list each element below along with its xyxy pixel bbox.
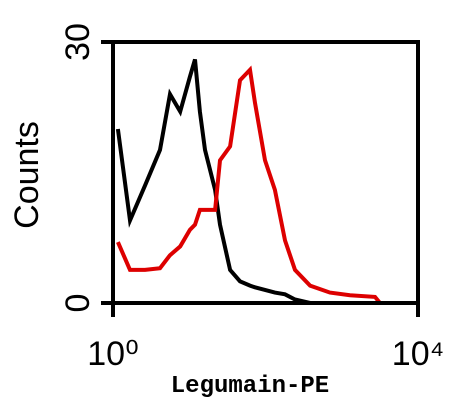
y-tick-label: 0	[59, 294, 97, 313]
x-axis-label: Legumain-PE	[171, 373, 329, 400]
x-tick-label: 10⁰	[87, 335, 138, 373]
histogram-line	[115, 58, 380, 305]
y-axis-label: Counts	[8, 121, 46, 229]
y-tick-label: 30	[59, 23, 97, 61]
plot-frame	[111, 40, 420, 305]
x-tick-label: 10⁴	[392, 335, 444, 373]
histogram-line	[116, 65, 382, 305]
